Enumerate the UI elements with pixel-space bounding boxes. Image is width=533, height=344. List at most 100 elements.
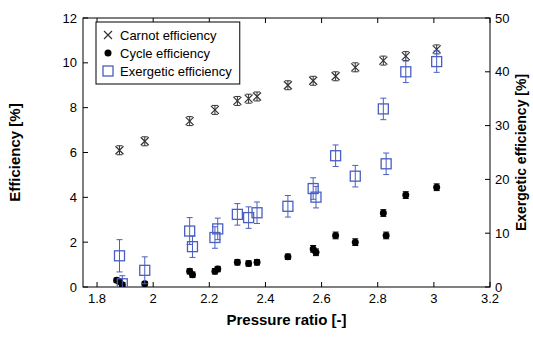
x-tick bbox=[433, 282, 434, 287]
point bbox=[186, 117, 194, 125]
error-bar bbox=[403, 52, 409, 61]
y2-tick bbox=[485, 179, 490, 180]
point bbox=[332, 232, 339, 239]
point bbox=[284, 81, 292, 89]
error-bar bbox=[254, 260, 260, 265]
x-tick-top bbox=[377, 18, 378, 23]
plot-frame bbox=[83, 18, 490, 287]
point bbox=[383, 232, 390, 239]
error-bar bbox=[246, 94, 252, 103]
error-bar bbox=[187, 117, 193, 126]
point bbox=[245, 260, 252, 267]
point bbox=[401, 67, 411, 77]
point bbox=[114, 251, 124, 261]
point bbox=[117, 279, 127, 287]
error-bar bbox=[380, 56, 386, 65]
y2-tick-label: 40 bbox=[495, 64, 509, 79]
point bbox=[312, 249, 319, 256]
point bbox=[245, 95, 253, 103]
y-tick bbox=[83, 107, 88, 108]
y2-tick bbox=[485, 125, 490, 126]
y-tick-label: 0 bbox=[70, 280, 77, 295]
point bbox=[352, 239, 359, 246]
x-tick-label: 3 bbox=[430, 291, 437, 306]
x-tick bbox=[153, 282, 154, 287]
point bbox=[187, 242, 197, 252]
x-tick bbox=[97, 282, 98, 287]
point bbox=[380, 210, 387, 217]
y-tick-label: 12 bbox=[63, 11, 77, 26]
x-tick-label: 2 bbox=[150, 291, 157, 306]
point bbox=[233, 97, 241, 105]
point bbox=[214, 266, 221, 273]
y-tick-label: 8 bbox=[70, 100, 77, 115]
error-bar bbox=[142, 137, 148, 146]
error-bar bbox=[403, 192, 409, 199]
error-bar bbox=[310, 76, 316, 85]
legend-marker bbox=[104, 31, 112, 39]
x-tick-top bbox=[321, 18, 322, 23]
error-bar bbox=[246, 261, 252, 266]
error-bar bbox=[116, 146, 122, 155]
y2-tick bbox=[485, 287, 490, 288]
point bbox=[351, 63, 359, 71]
legend-label: Carnot efficiency bbox=[120, 28, 217, 43]
point bbox=[140, 265, 150, 275]
point bbox=[350, 171, 360, 181]
error-bar bbox=[212, 105, 218, 114]
point bbox=[309, 77, 317, 85]
point bbox=[211, 106, 219, 114]
series-1 bbox=[113, 184, 440, 287]
x-tick-label: 2.4 bbox=[256, 291, 274, 306]
point bbox=[232, 209, 242, 219]
x-tick-top bbox=[265, 18, 266, 23]
point bbox=[432, 57, 442, 67]
y2-tick bbox=[485, 18, 490, 19]
point bbox=[378, 104, 388, 114]
point bbox=[253, 92, 261, 100]
legend-label: Cycle efficiency bbox=[120, 46, 211, 61]
error-bar bbox=[333, 72, 339, 81]
y-axis-label: Efficiency [%] bbox=[6, 103, 23, 201]
x-tick-label: 1.8 bbox=[88, 291, 106, 306]
y-tick bbox=[83, 152, 88, 153]
x-tick-label: 2.6 bbox=[313, 291, 331, 306]
x-tick-label: 2.2 bbox=[200, 291, 218, 306]
y-tick-label: 10 bbox=[63, 55, 77, 70]
x-tick-top bbox=[433, 18, 434, 23]
y-tick bbox=[83, 242, 88, 243]
point bbox=[331, 151, 341, 161]
y-tick bbox=[83, 62, 88, 63]
y-tick bbox=[83, 287, 88, 288]
x-tick bbox=[209, 282, 210, 287]
x-axis-label: Pressure ratio [-] bbox=[226, 311, 346, 328]
error-bar bbox=[285, 81, 291, 90]
error-bar bbox=[285, 254, 291, 259]
error-bar bbox=[434, 184, 440, 191]
chart: 1.822.22.42.62.833.202468101201020304050… bbox=[0, 0, 533, 344]
error-bar bbox=[313, 249, 319, 256]
y2-tick bbox=[485, 233, 490, 234]
error-bar bbox=[234, 260, 240, 265]
y-tick-label: 6 bbox=[70, 145, 77, 160]
error-bar bbox=[234, 96, 240, 105]
error-bar bbox=[352, 239, 358, 246]
x-tick bbox=[265, 282, 266, 287]
legend-marker bbox=[103, 66, 113, 76]
y2-tick-label: 0 bbox=[495, 280, 502, 295]
legend: Carnot efficiency Cycle efficiency Exerget… bbox=[96, 22, 240, 84]
legend-label: Exergetic efficiency bbox=[120, 64, 232, 79]
point bbox=[141, 137, 149, 145]
point bbox=[115, 146, 123, 154]
point bbox=[381, 159, 391, 169]
legend-box bbox=[96, 22, 240, 84]
y2-tick-label: 10 bbox=[495, 226, 509, 241]
x-tick-top bbox=[490, 18, 491, 23]
x-tick-label: 2.8 bbox=[369, 291, 387, 306]
y2-tick-label: 20 bbox=[495, 172, 509, 187]
y2-tick-label: 30 bbox=[495, 118, 509, 133]
legend-marker bbox=[105, 50, 112, 57]
point bbox=[234, 259, 241, 266]
point bbox=[379, 57, 387, 65]
point bbox=[213, 224, 223, 234]
